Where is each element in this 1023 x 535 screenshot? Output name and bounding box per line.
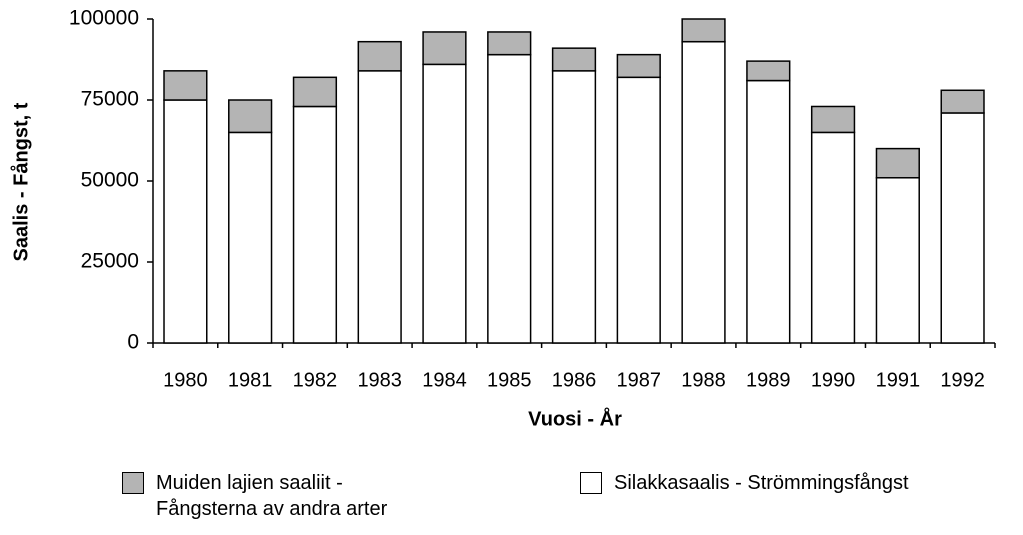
x-tick-label: 1987 [617, 369, 662, 391]
bar-segment [357, 70, 402, 344]
bar-segment [228, 131, 273, 344]
bar-segment [487, 53, 532, 344]
legend-item: Silakkasaalis - Strömmingsfångst [580, 470, 1020, 496]
bar-segment [940, 112, 985, 344]
y-tick-label: 75000 [81, 88, 139, 111]
bar-segment [810, 105, 856, 134]
bar-segment [681, 40, 726, 344]
x-tick-label: 1984 [422, 369, 467, 391]
bar-segment [422, 63, 467, 344]
legend-swatch [580, 472, 602, 494]
legend-label: Muiden lajien saaliit - Fångsterna av an… [156, 472, 388, 520]
bar-segment [292, 76, 338, 108]
x-tick-label: 1985 [487, 369, 532, 391]
bar-segment [357, 40, 402, 72]
x-tick-label: 1992 [940, 369, 985, 391]
legend-swatch [122, 472, 144, 494]
bar-segment [746, 79, 791, 344]
y-tick-label: 25000 [81, 250, 139, 273]
x-tick-label: 1989 [746, 369, 791, 391]
bar-segment [422, 31, 467, 66]
y-tick-label: 100000 [69, 7, 139, 30]
x-tick-label: 1991 [876, 369, 921, 391]
bar-segment [551, 70, 597, 344]
x-tick-label: 1986 [552, 369, 597, 391]
bar-segment [228, 99, 273, 134]
bar-segment [616, 76, 661, 344]
bar-segment [681, 18, 726, 43]
legend-label: Silakkasaalis - Strömmingsfångst [614, 472, 909, 494]
x-tick-label: 1988 [681, 369, 726, 391]
y-tick-label: 0 [127, 331, 139, 354]
x-tick-label: 1982 [293, 369, 338, 391]
bar-segment [292, 105, 338, 344]
legend-item: Muiden lajien saaliit - Fångsterna av an… [122, 470, 422, 522]
bar-segment [746, 60, 791, 82]
bar-segment [616, 53, 661, 79]
bar-segment [163, 70, 208, 101]
x-axis-label: Vuosi - År [528, 406, 622, 430]
bar-segment [875, 177, 920, 344]
bar-segment [551, 47, 597, 72]
y-axis-label: Saalis - Fångst, t [9, 102, 32, 261]
x-tick-label: 1983 [357, 369, 402, 391]
bar-segment [875, 147, 920, 179]
bar-segment [163, 99, 208, 344]
bar-segment [487, 31, 532, 56]
x-tick-label: 1981 [228, 369, 273, 391]
bar-segment [810, 131, 856, 344]
x-tick-label: 1990 [811, 369, 856, 391]
y-tick-label: 50000 [81, 169, 139, 192]
x-tick-label: 1980 [163, 369, 208, 391]
bar-segment [940, 89, 985, 114]
